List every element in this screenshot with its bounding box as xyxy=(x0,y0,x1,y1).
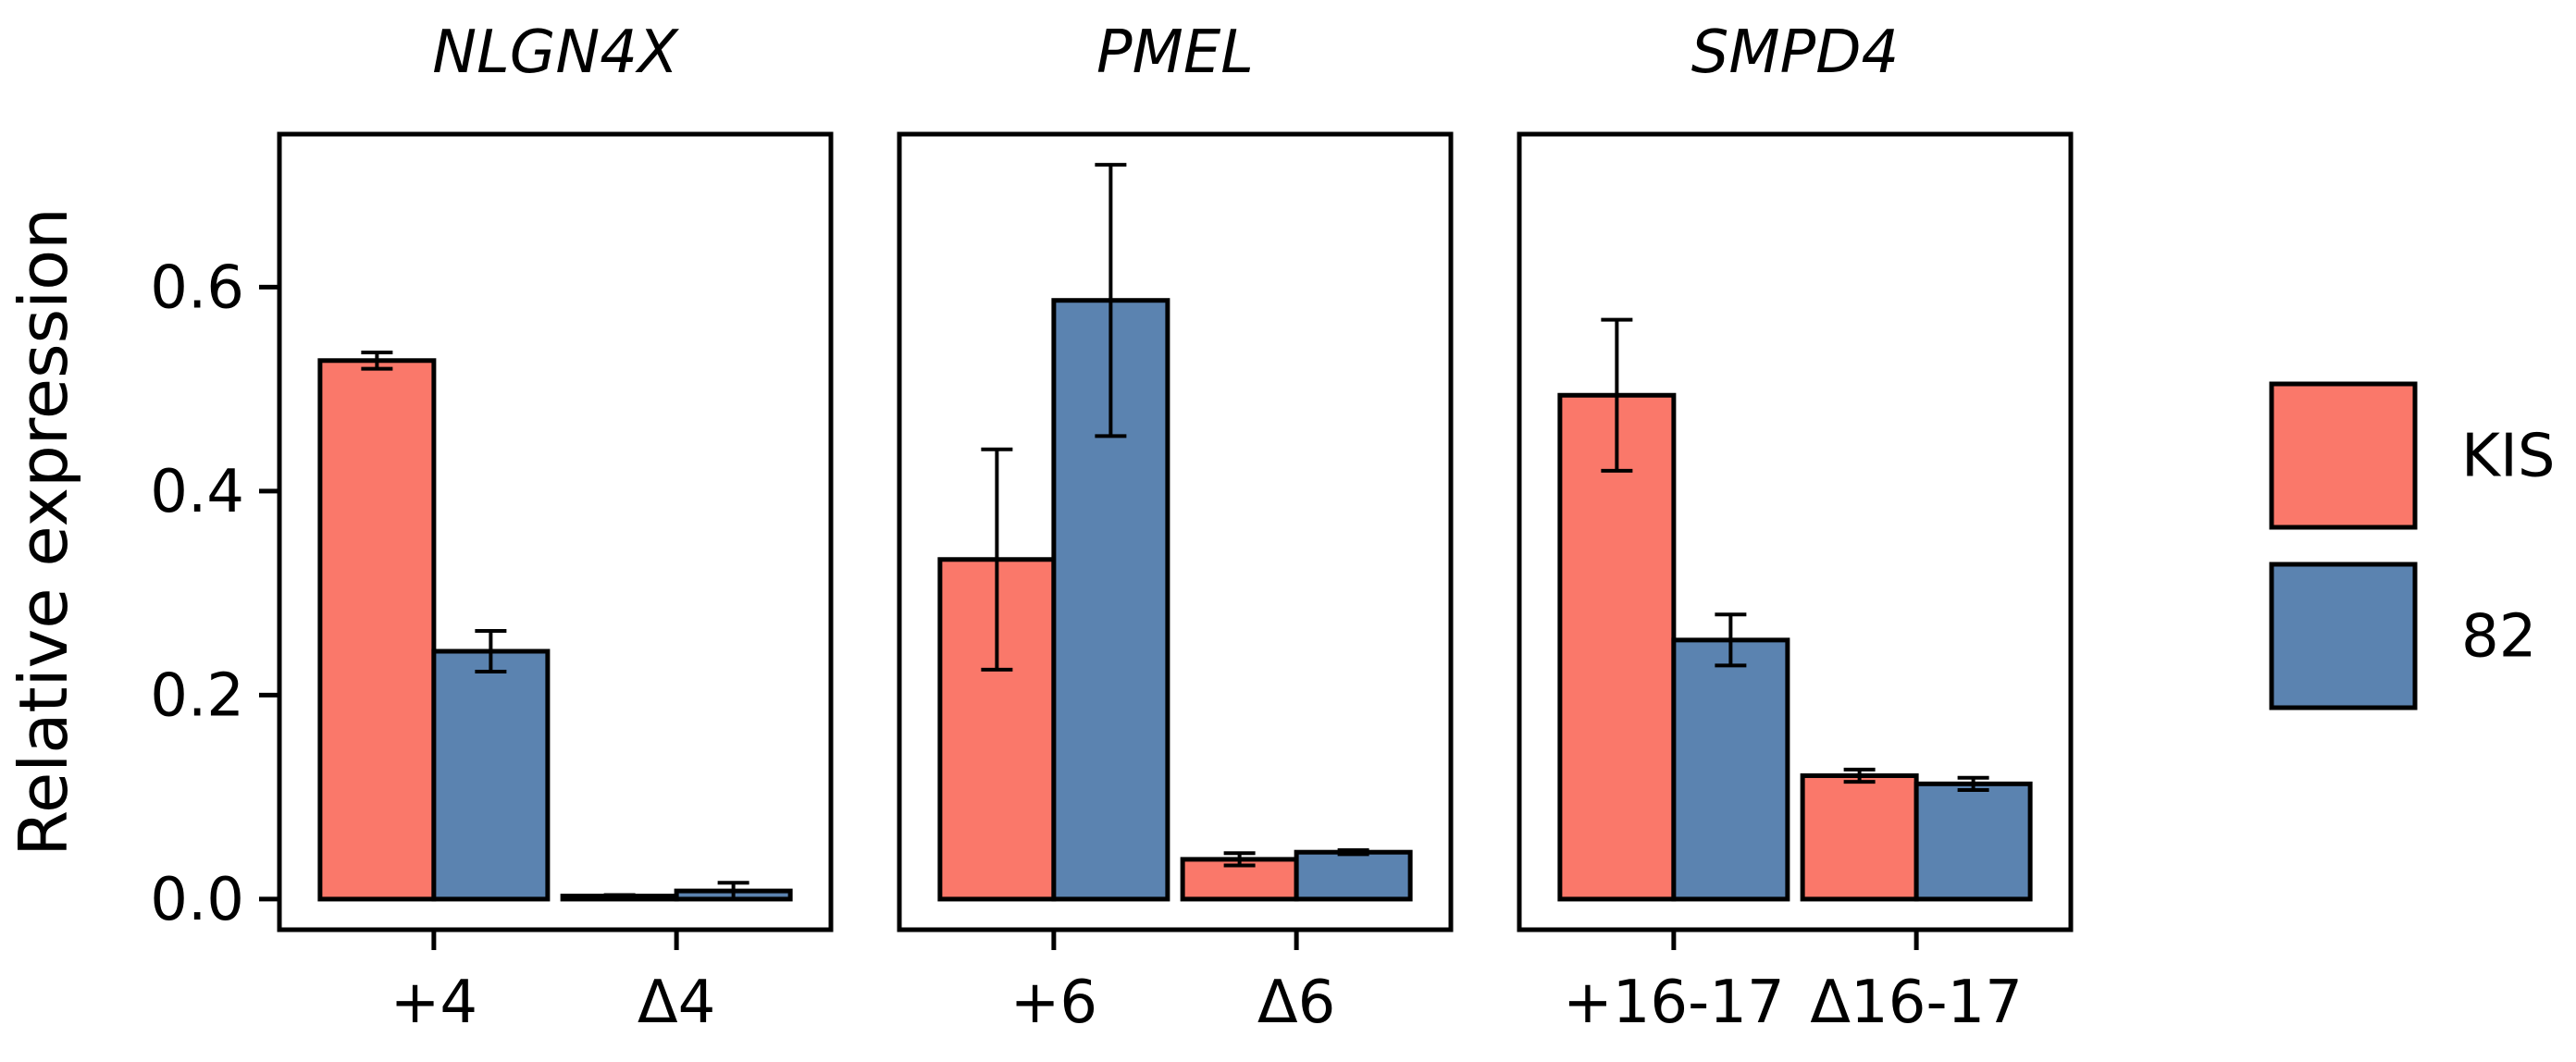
x-tick-label: Δ16-17 xyxy=(1810,969,2023,1037)
x-tick-label: +16-17 xyxy=(1563,969,1785,1037)
legend-swatch-kis xyxy=(2269,381,2418,530)
bar-82 xyxy=(1913,781,2033,902)
legend-label: 82 xyxy=(2461,603,2536,672)
x-tick-label: +4 xyxy=(390,969,477,1037)
legend-swatch-82 xyxy=(2269,562,2418,710)
bar-82 xyxy=(431,648,551,902)
y-axis-label: Relative expression xyxy=(5,207,82,857)
panel-pmel: PMEL +6 Δ6 xyxy=(897,19,1454,1037)
x-tick-label: Δ4 xyxy=(638,969,716,1037)
panel-smpd4: SMPD4 +16-17 Δ16-17 xyxy=(1517,19,2074,1037)
bar-82 xyxy=(1294,849,1413,902)
panel-frame xyxy=(897,131,1454,932)
bar-82 xyxy=(1671,637,1790,902)
bar-kis xyxy=(1557,392,1677,902)
y-tick-label: 0.2 xyxy=(150,661,244,730)
bar-kis xyxy=(317,358,437,902)
panel-frame xyxy=(277,131,834,932)
panel-frame xyxy=(1517,131,2074,932)
panel-title: PMEL xyxy=(1096,19,1254,87)
x-tick-label: +6 xyxy=(1010,969,1097,1037)
bar-kis xyxy=(1800,773,1919,902)
y-tick-label: 0.4 xyxy=(150,458,244,526)
legend-label: KIS xyxy=(2461,423,2555,491)
legend: KIS 82 xyxy=(2269,381,2555,710)
panel-nlgn4x: NLGN4X +4 Δ4 0.0 0.2 0.4 0.6 xyxy=(150,19,834,1037)
panel-title: NLGN4X xyxy=(432,19,679,87)
y-tick-label: 0.6 xyxy=(150,253,244,322)
panel-title: SMPD4 xyxy=(1691,19,1899,87)
x-tick-label: Δ6 xyxy=(1257,969,1336,1037)
y-tick-label: 0.0 xyxy=(150,866,244,934)
